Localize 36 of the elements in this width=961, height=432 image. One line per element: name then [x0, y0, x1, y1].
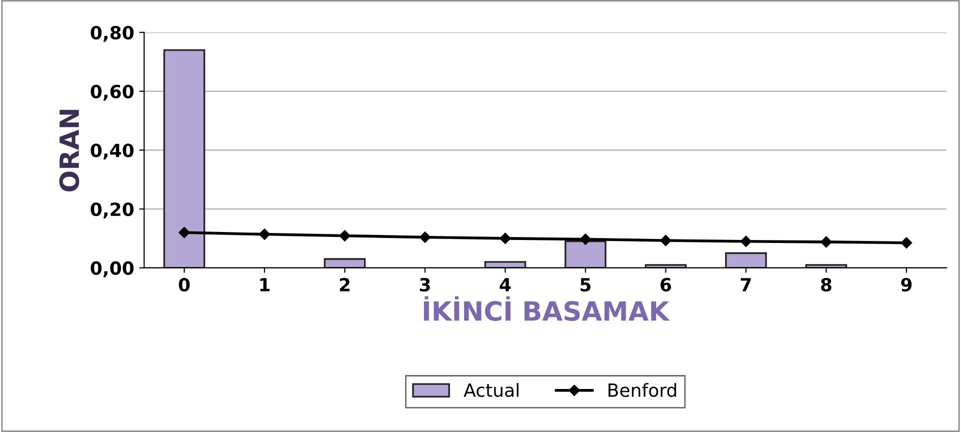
- bar: [163, 49, 206, 268]
- bar: [725, 252, 767, 268]
- point: [820, 236, 832, 248]
- bar: [564, 240, 606, 268]
- x-tick-label: 2: [340, 278, 350, 292]
- bar: [484, 261, 526, 268]
- x-tick-label: 5: [580, 278, 591, 292]
- x-tick-label: 3: [420, 278, 430, 292]
- y-tick-label: 0,20: [90, 202, 134, 218]
- point: [419, 232, 431, 243]
- legend-label: Benford: [608, 382, 676, 397]
- x-tick-label: 7: [740, 278, 751, 292]
- y-tick-label: 0,40: [90, 144, 134, 160]
- point: [339, 230, 350, 242]
- point: [258, 228, 270, 240]
- x-tick-label: 8: [821, 278, 832, 292]
- point: [740, 236, 752, 247]
- y-tick-label: 0,00: [90, 261, 134, 278]
- y-tick-label: 0,80: [90, 26, 134, 42]
- bar: [644, 264, 687, 268]
- x-axis-title: İKİNCİ BASAMAK: [424, 296, 670, 322]
- point: [580, 234, 592, 245]
- y-tick-label: 0,60: [90, 84, 134, 101]
- point: [900, 237, 912, 248]
- x-tick-label: 9: [901, 278, 912, 292]
- legend-label: Actual: [464, 382, 518, 397]
- point: [500, 232, 511, 244]
- bar: [805, 264, 848, 268]
- x-tick-label: 1: [260, 278, 270, 292]
- bar: [324, 258, 366, 268]
- point: [178, 226, 190, 238]
- x-tick-label: 4: [500, 278, 511, 292]
- y-axis-title: ORAN: [59, 110, 80, 192]
- x-tick-label: 0: [178, 278, 190, 292]
- point: [660, 234, 672, 246]
- x-tick-label: 6: [660, 278, 672, 292]
